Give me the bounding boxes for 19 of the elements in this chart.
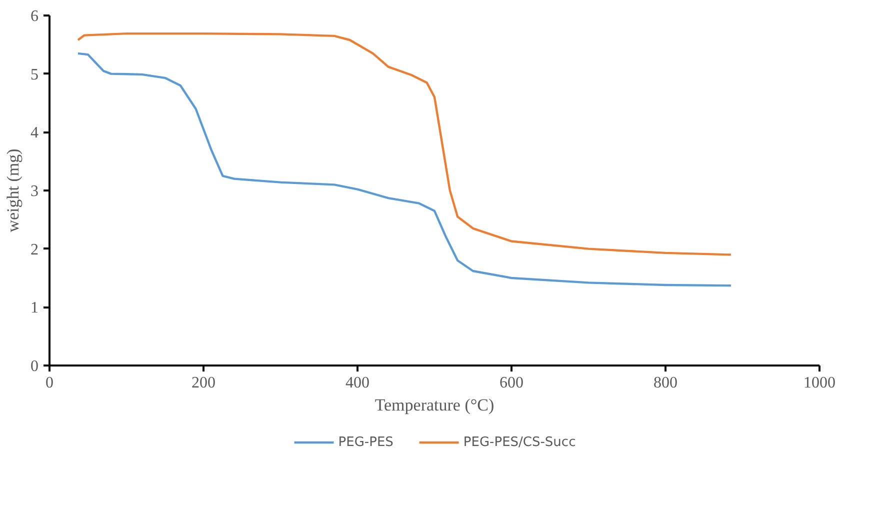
y-tick-label: 6 bbox=[30, 8, 38, 25]
x-tick-label: 1000 bbox=[804, 374, 836, 392]
y-tick-label: 0 bbox=[30, 358, 38, 375]
x-tick-label: 0 bbox=[46, 374, 54, 392]
x-axis-title: Temperature (°C) bbox=[374, 396, 494, 414]
y-tick-label: 1 bbox=[30, 300, 38, 317]
x-tick-label: 400 bbox=[346, 374, 370, 392]
y-tick-label: 2 bbox=[30, 241, 38, 258]
x-tick-label: 200 bbox=[192, 374, 216, 392]
legend-label: PEG-PES bbox=[338, 434, 394, 450]
line-series bbox=[76, 52, 732, 287]
legend-label: PEG-PES/CS-Succ bbox=[463, 434, 576, 450]
y-tick-label: 4 bbox=[30, 124, 38, 142]
line-series bbox=[76, 32, 732, 256]
y-tick-label: 5 bbox=[30, 66, 38, 84]
x-tick-label: 800 bbox=[654, 374, 678, 392]
y-tick-label: 3 bbox=[30, 183, 38, 200]
y-axis-title: weight (mg) bbox=[4, 148, 22, 232]
x-tick-label: 600 bbox=[500, 374, 524, 392]
